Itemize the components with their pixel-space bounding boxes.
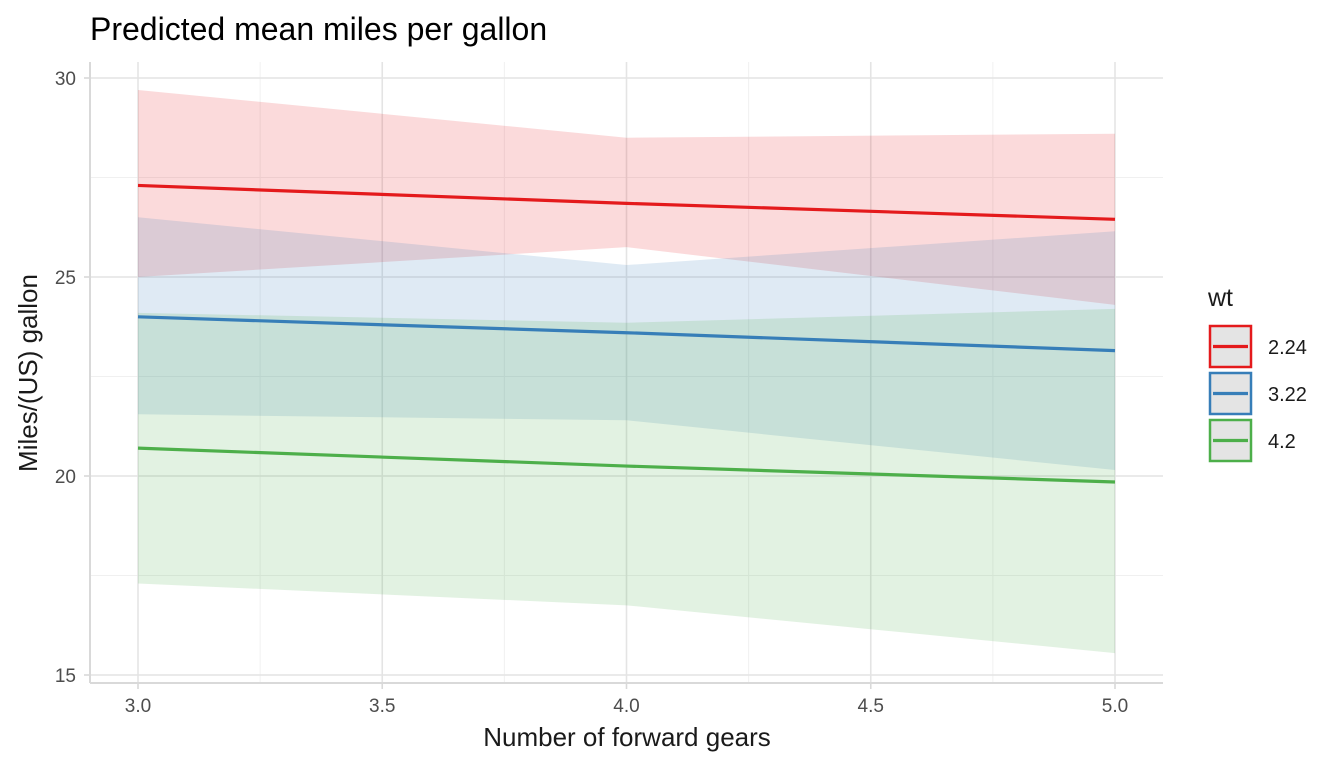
- y-tick-label: 20: [55, 467, 76, 488]
- legend: wt 2.24 3.22 4.2: [1207, 284, 1307, 463]
- x-tick-label: 5.0: [1102, 696, 1128, 717]
- y-tick-label: 15: [55, 666, 76, 687]
- chart-title: Predicted mean miles per gallon: [90, 11, 547, 47]
- confidence-band-3-22: [138, 217, 1115, 471]
- x-tick-label: 4.0: [613, 696, 639, 717]
- x-axis-ticks: 3.0 3.5 4.0 4.5 5.0: [125, 683, 1128, 717]
- y-tick-label: 25: [55, 268, 76, 289]
- y-tick-label: 30: [55, 69, 76, 90]
- confidence-band-4-2: [138, 308, 1115, 654]
- legend-label-3-22: 3.22: [1268, 384, 1307, 406]
- series-line-4-2: [137, 446, 1116, 484]
- confidence-bands: [138, 89, 1115, 654]
- x-tick-label: 3.5: [369, 696, 395, 717]
- y-axis-title: Miles/(US) gallon: [13, 274, 43, 472]
- x-axis-title: Number of forward gears: [483, 722, 771, 752]
- y-axis-ticks: 15 20 25 30: [55, 69, 90, 687]
- series-line-2-24: [137, 183, 1116, 221]
- grid-major: [90, 62, 1163, 683]
- x-tick-label: 3.0: [125, 696, 151, 717]
- legend-label-2-24: 2.24: [1268, 337, 1307, 359]
- confidence-band-2-24: [138, 89, 1115, 305]
- series-line-3-22: [137, 315, 1116, 353]
- x-tick-label: 4.5: [858, 696, 884, 717]
- legend-label-4-2: 4.2: [1268, 431, 1296, 453]
- legend-title: wt: [1207, 284, 1233, 312]
- series-lines: [137, 183, 1116, 484]
